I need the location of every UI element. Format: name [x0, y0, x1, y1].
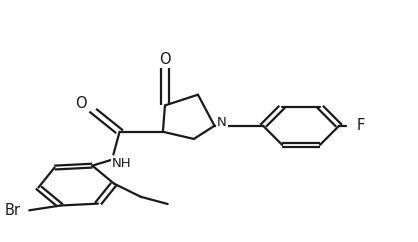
Text: NH: NH [112, 157, 131, 170]
Text: N: N [217, 116, 227, 129]
Text: Br: Br [5, 203, 21, 218]
Text: O: O [159, 52, 171, 67]
Text: O: O [75, 96, 87, 111]
Text: F: F [357, 118, 365, 133]
